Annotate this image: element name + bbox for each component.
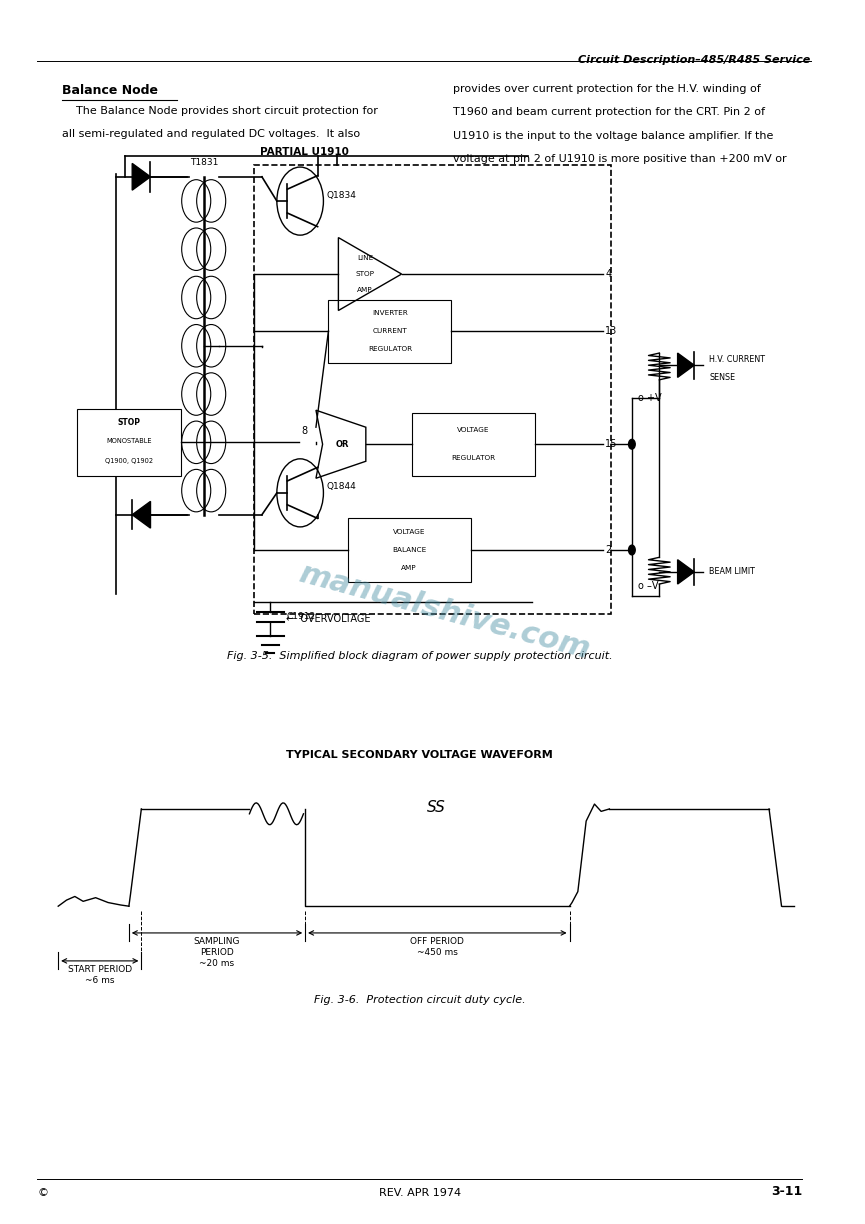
Text: ←  OVERVOLTAGE: ← OVERVOLTAGE: [286, 614, 371, 624]
FancyBboxPatch shape: [412, 412, 535, 476]
Text: T1960 and beam current protection for the CRT. Pin 2 of: T1960 and beam current protection for th…: [453, 108, 766, 118]
Text: Q1844: Q1844: [327, 482, 356, 491]
Text: 3-11: 3-11: [771, 1185, 803, 1198]
Polygon shape: [132, 164, 151, 190]
Text: BALANCE: BALANCE: [392, 547, 426, 553]
Text: C1912: C1912: [287, 612, 316, 622]
Polygon shape: [677, 353, 695, 377]
Text: SS: SS: [427, 800, 445, 815]
Text: o –V: o –V: [638, 581, 658, 591]
Text: 15: 15: [606, 439, 618, 449]
Text: MONOSTABLE: MONOSTABLE: [106, 438, 152, 444]
Text: Q1834: Q1834: [327, 191, 356, 200]
Text: Balance Node: Balance Node: [62, 84, 158, 98]
Text: o +V: o +V: [638, 393, 662, 403]
Polygon shape: [132, 502, 151, 528]
Text: REV. APR 1974: REV. APR 1974: [379, 1189, 461, 1198]
Text: Fig. 3-6.  Protection circuit duty cycle.: Fig. 3-6. Protection circuit duty cycle.: [314, 995, 526, 1005]
Text: Circuit Description–485/R485 Service: Circuit Description–485/R485 Service: [579, 55, 811, 65]
Text: STOP: STOP: [118, 417, 141, 427]
Text: LINE: LINE: [357, 256, 373, 261]
Text: SENSE: SENSE: [709, 373, 735, 382]
Circle shape: [629, 545, 635, 554]
Text: 8: 8: [302, 426, 308, 436]
Text: Q1900, Q1902: Q1900, Q1902: [106, 458, 153, 464]
Text: CURRENT: CURRENT: [373, 328, 407, 334]
Text: 4: 4: [606, 269, 612, 279]
FancyBboxPatch shape: [348, 519, 471, 581]
Text: REGULATOR: REGULATOR: [451, 455, 495, 461]
Text: SAMPLING
PERIOD
~20 ms: SAMPLING PERIOD ~20 ms: [194, 936, 240, 968]
Circle shape: [629, 439, 635, 449]
Text: AMP: AMP: [401, 564, 417, 570]
Text: OR: OR: [336, 439, 349, 449]
Text: ©: ©: [37, 1189, 48, 1198]
Text: voltage at pin 2 of U1910 is more positive than +200 mV or: voltage at pin 2 of U1910 is more positi…: [453, 154, 787, 164]
Text: PARTIAL U1910: PARTIAL U1910: [260, 147, 349, 158]
FancyBboxPatch shape: [77, 409, 182, 476]
Text: all semi-regulated and regulated DC voltages.  It also: all semi-regulated and regulated DC volt…: [62, 130, 361, 140]
Text: BEAM LIMIT: BEAM LIMIT: [709, 568, 755, 577]
Text: H.V. CURRENT: H.V. CURRENT: [709, 355, 766, 364]
Text: provides over current protection for the H.V. winding of: provides over current protection for the…: [453, 84, 761, 94]
Text: Fig. 3-5.  Simplified block diagram of power supply protection circuit.: Fig. 3-5. Simplified block diagram of po…: [227, 651, 612, 661]
Text: 13: 13: [606, 326, 618, 337]
Polygon shape: [677, 559, 695, 584]
Text: STOP: STOP: [356, 271, 375, 277]
Text: The Balance Node provides short circuit protection for: The Balance Node provides short circuit …: [62, 106, 378, 116]
Text: START PERIOD
~6 ms: START PERIOD ~6 ms: [67, 965, 131, 984]
Text: REGULATOR: REGULATOR: [368, 346, 412, 351]
Text: U1910 is the input to the voltage balance amplifier. If the: U1910 is the input to the voltage balanc…: [453, 131, 773, 141]
Text: 2: 2: [606, 545, 612, 554]
Text: VOLTAGE: VOLTAGE: [393, 529, 426, 535]
Text: OFF PERIOD
~450 ms: OFF PERIOD ~450 ms: [410, 936, 465, 957]
Text: VOLTAGE: VOLTAGE: [457, 427, 490, 433]
Text: TYPICAL SECONDARY VOLTAGE WAVEFORM: TYPICAL SECONDARY VOLTAGE WAVEFORM: [286, 750, 554, 760]
Text: manualshive.com: manualshive.com: [295, 559, 593, 665]
Text: INVERTER: INVERTER: [372, 311, 407, 317]
Text: T1831: T1831: [190, 158, 219, 166]
FancyBboxPatch shape: [329, 300, 452, 362]
Text: AMP: AMP: [357, 286, 373, 293]
